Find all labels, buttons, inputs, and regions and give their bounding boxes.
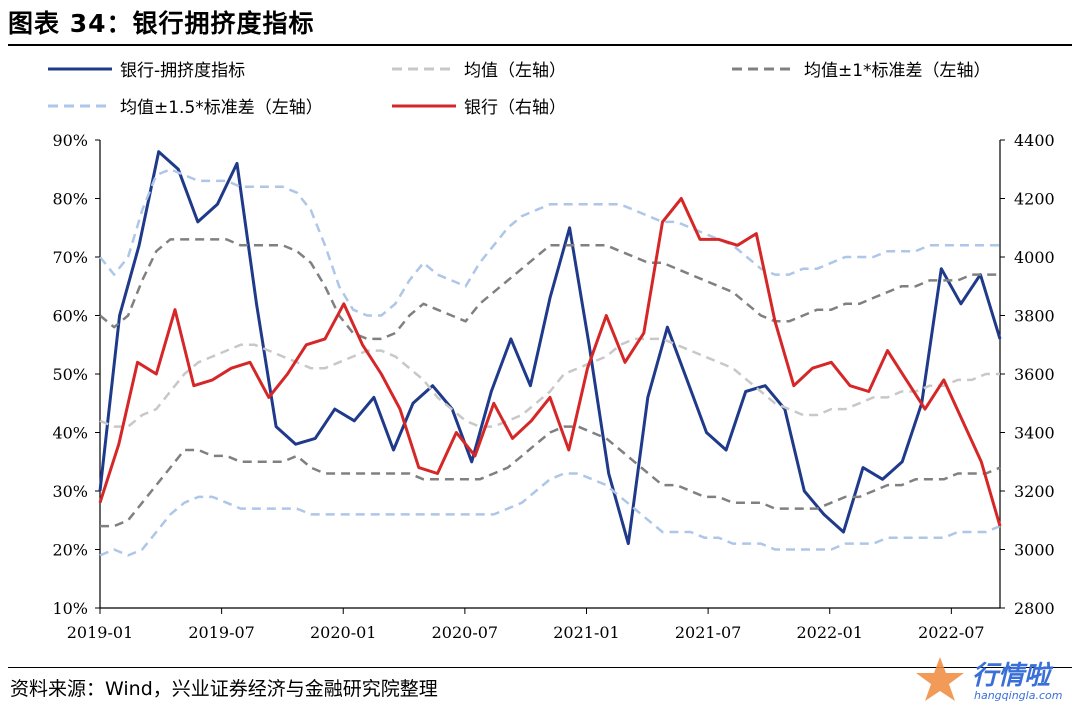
legend-label: 银行（右轴）	[464, 98, 566, 118]
x-tick-label: 2022-01	[796, 623, 862, 642]
legend-label: 均值（左轴）	[464, 61, 566, 81]
x-tick-label: 2022-07	[918, 623, 984, 642]
legend-swatch	[48, 104, 112, 107]
x-tick-label: 2020-01	[310, 623, 376, 642]
y-right-tick-label: 3000	[1014, 541, 1055, 560]
series-line-4	[99, 168, 1000, 317]
star-logo-icon	[916, 657, 964, 701]
series-line-1	[99, 337, 1000, 428]
y-left-tick-label: 60%	[52, 307, 88, 326]
legend-swatch	[392, 104, 456, 107]
y-right-tick-label: 4000	[1014, 248, 1055, 267]
legend-item: 均值±1.5*标准差（左轴）	[48, 93, 323, 118]
y-left-tick-label: 90%	[52, 131, 88, 150]
y-right-tick-label: 3600	[1014, 365, 1055, 384]
x-tick-label: 2019-01	[67, 623, 133, 642]
x-tick-label: 2019-07	[188, 623, 254, 642]
y-right-tick-label: 3800	[1014, 307, 1055, 326]
legend-swatch	[48, 67, 112, 70]
legend-item: 均值（左轴）	[392, 56, 566, 81]
y-left-tick-label: 40%	[52, 424, 88, 443]
watermark-text: 行情啦	[972, 661, 1051, 691]
y-left-tick-label: 20%	[52, 541, 88, 560]
legend-item: 银行-拥挤度指标	[48, 56, 245, 81]
watermark-url: hangqingla.com	[974, 689, 1063, 702]
source-note: 资料来源：Wind，兴业证券经济与金融研究院整理	[10, 678, 438, 700]
y-left-tick-label: 10%	[52, 599, 88, 618]
title-rule	[8, 44, 1072, 46]
legend-item: 均值±1*标准差（左轴）	[732, 56, 991, 81]
legend-swatch	[392, 67, 456, 70]
series-line-3	[100, 425, 1001, 528]
y-right-tick-label: 4200	[1014, 190, 1055, 209]
footer-rule	[8, 667, 1072, 668]
legend-label: 银行-拥挤度指标	[120, 61, 246, 81]
series-line-0	[98, 150, 1002, 546]
y-right-tick-label: 4400	[1014, 131, 1055, 150]
legend-swatch	[732, 67, 796, 70]
x-tick-label: 2021-01	[553, 623, 619, 642]
watermark: 行情啦 hangqingla.com	[912, 653, 1080, 711]
y-right-tick-label: 3400	[1014, 424, 1055, 443]
series-line-6	[98, 197, 1002, 527]
y-left-tick-label: 70%	[52, 248, 88, 267]
page-title: 图表 34：银行拥挤度指标	[8, 9, 315, 38]
y-left-tick-label: 30%	[52, 482, 88, 501]
chart-legend: 银行-拥挤度指标 均值（左轴） 均值±1*标准差（左轴） 均值±1.5*标准差（…	[40, 56, 1070, 126]
legend-label: 均值±1.5*标准差（左轴）	[120, 98, 323, 118]
legend-item: 银行（右轴）	[392, 93, 566, 118]
y-left-tick-label: 50%	[52, 365, 88, 384]
y-left-tick-label: 80%	[52, 190, 88, 209]
x-tick-label: 2021-07	[675, 623, 741, 642]
x-tick-label: 2020-07	[432, 623, 498, 642]
legend-label: 均值±1*标准差（左轴）	[804, 61, 991, 81]
series-line-5	[99, 472, 1001, 557]
y-right-tick-label: 3200	[1014, 482, 1055, 501]
y-right-tick-label: 2800	[1014, 599, 1055, 618]
series-line-2	[99, 238, 1000, 341]
